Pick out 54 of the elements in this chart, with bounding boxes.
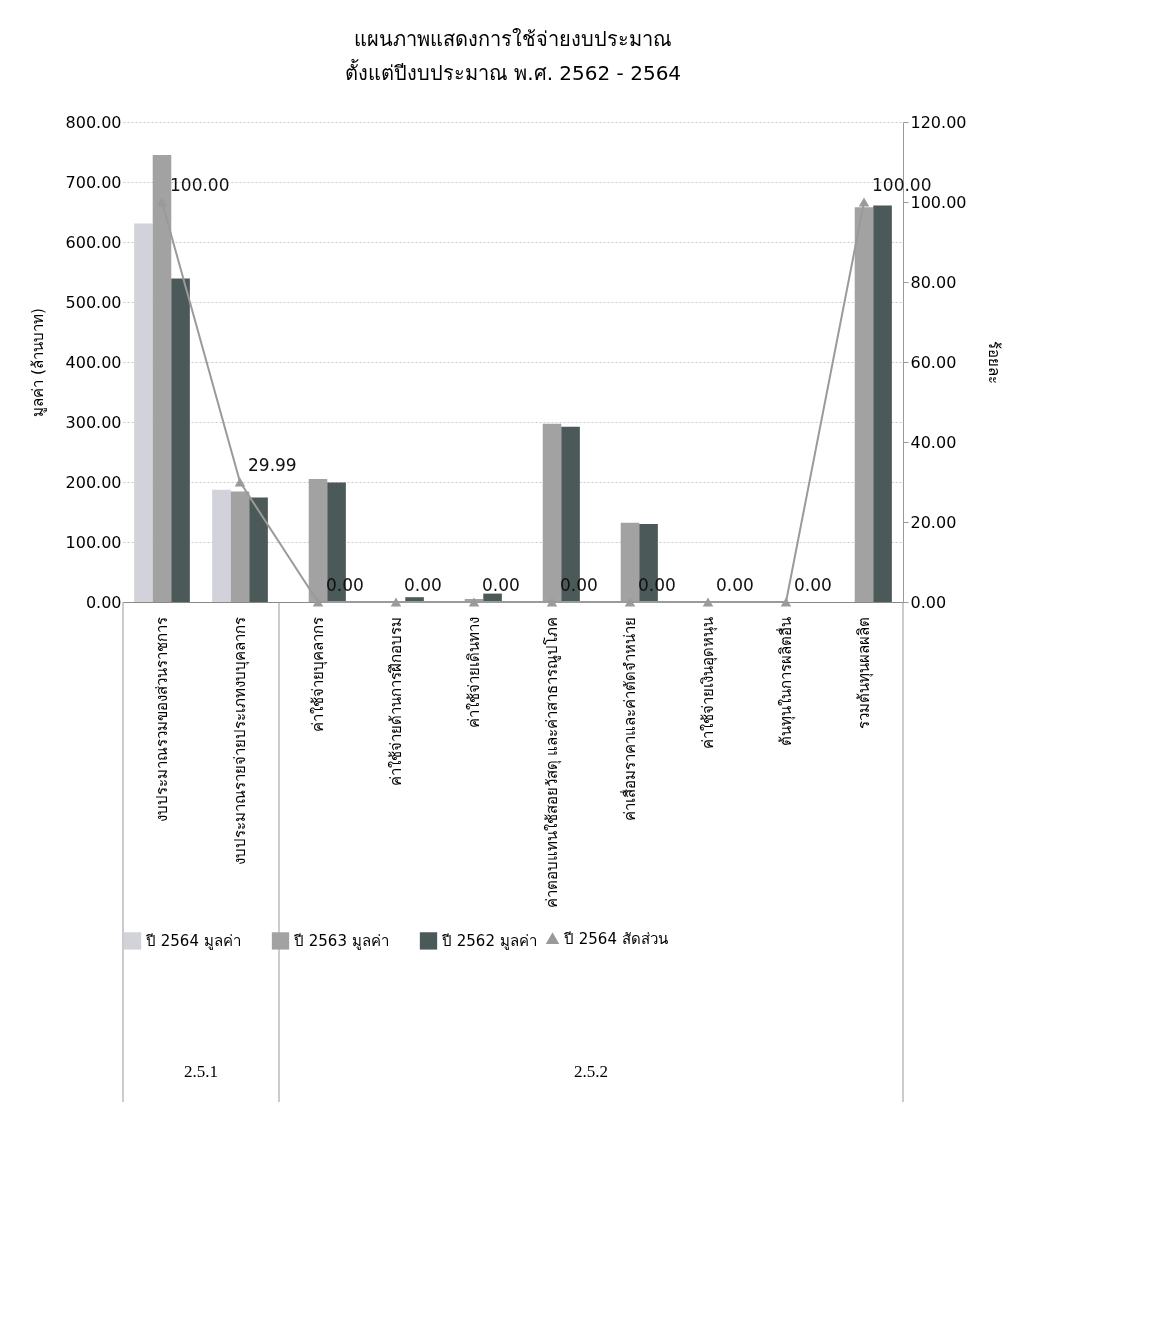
point [234,477,246,487]
bar [171,278,190,602]
chart-title: แผนภาพแสดงการใช้จ่ายงบประมาณ [354,27,672,51]
text: 2.5.1 [184,1062,218,1081]
y-tick-label: 600.00 [65,232,122,252]
text: 2.5.2 [574,1062,608,1081]
data-label: 100.00 [170,175,230,195]
y2-tick-label: 80.00 [910,272,957,292]
y-axis-title: มูลค่า (ล้านบาท) [28,308,47,417]
data-label: 29.99 [248,455,297,476]
x-tick-label: ค่าใช้จ่ายด้านการฝึกอบรม [387,616,405,786]
legend-label: ปี 2564 สัดส่วน [563,929,668,948]
point [858,197,870,207]
point [702,597,714,607]
y2-tick-label: 20.00 [910,512,957,532]
y2-tick-label: 100.00 [910,192,967,212]
data-label: 0.00 [794,575,832,595]
y-tick-label: 100.00 [65,532,122,552]
x-tick-label: รวมต้นทุนผลผลิต [855,616,874,729]
y-tick-label: 400.00 [65,352,122,372]
y2-tick-label: 60.00 [910,352,957,372]
bar [873,205,892,602]
bar [134,223,153,602]
point [468,597,480,607]
y-tick-label: 300.00 [65,412,122,432]
x-tick-label: ค่าเสื่อมราคาและค่าตัดจำหน่าย [619,616,639,821]
y-tick-label: 800.00 [65,112,122,132]
x-tick-label: ค่าใช้จ่ายเงินอุดหนุน [699,616,718,749]
y-tick-label: 0.00 [85,592,122,612]
y2-axis-title: ร้อยละ [985,341,1004,384]
legend-label: ปี 2563 มูลค่า [293,931,389,950]
point [390,597,402,607]
x-tick-label: ต้นทุนในการผลิตอื่น [775,616,796,746]
x-tick-label: ค่าตอบแทนใช้สอยวัสดุ และค่าสาธารณูปโภค [543,616,562,909]
x-tick-label: งบประมาณรวมของส่วนราชการ [153,616,171,822]
x-tick-label: งบประมาณรายจ่ายประเภทงบบุคลากร [231,616,250,865]
x-tick-label: ค่าใช้จ่ายเดินทาง [465,616,483,728]
y-tick-label: 700.00 [65,172,122,192]
data-label: 100.00 [872,175,932,195]
legend-label: ปี 2562 มูลค่า [441,931,537,950]
data-label: 0.00 [404,575,442,595]
point [780,597,792,607]
y-tick-label: 200.00 [65,472,122,492]
data-label: 0.00 [716,575,754,595]
y-tick-label: 500.00 [65,292,122,312]
y2-tick-label: 0.00 [910,592,947,612]
y2-tick-label: 40.00 [910,432,957,452]
chart-subtitle: ตั้งแต่ปีงบประมาณ พ.ศ. 2562 - 2564 [344,59,682,85]
bar [249,497,268,602]
x-tick-label: ค่าใช้จ่ายบุคลากร [309,616,328,732]
data-label: 0.00 [482,575,520,595]
legend-label: ปี 2564 มูลค่า [145,931,241,950]
y2-tick-label: 120.00 [910,112,967,132]
bar [212,489,231,602]
